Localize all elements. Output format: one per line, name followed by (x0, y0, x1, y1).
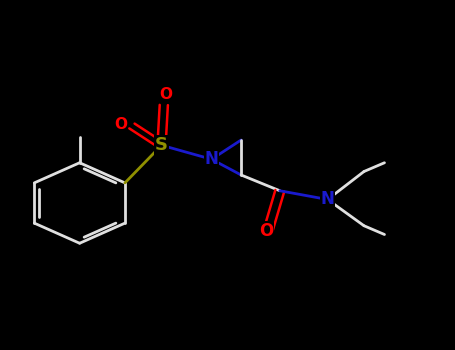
Text: S: S (155, 136, 168, 154)
Text: O: O (114, 117, 127, 132)
Text: O: O (160, 87, 172, 102)
Text: N: N (321, 190, 334, 209)
Text: O: O (259, 222, 273, 240)
Text: N: N (205, 150, 218, 168)
